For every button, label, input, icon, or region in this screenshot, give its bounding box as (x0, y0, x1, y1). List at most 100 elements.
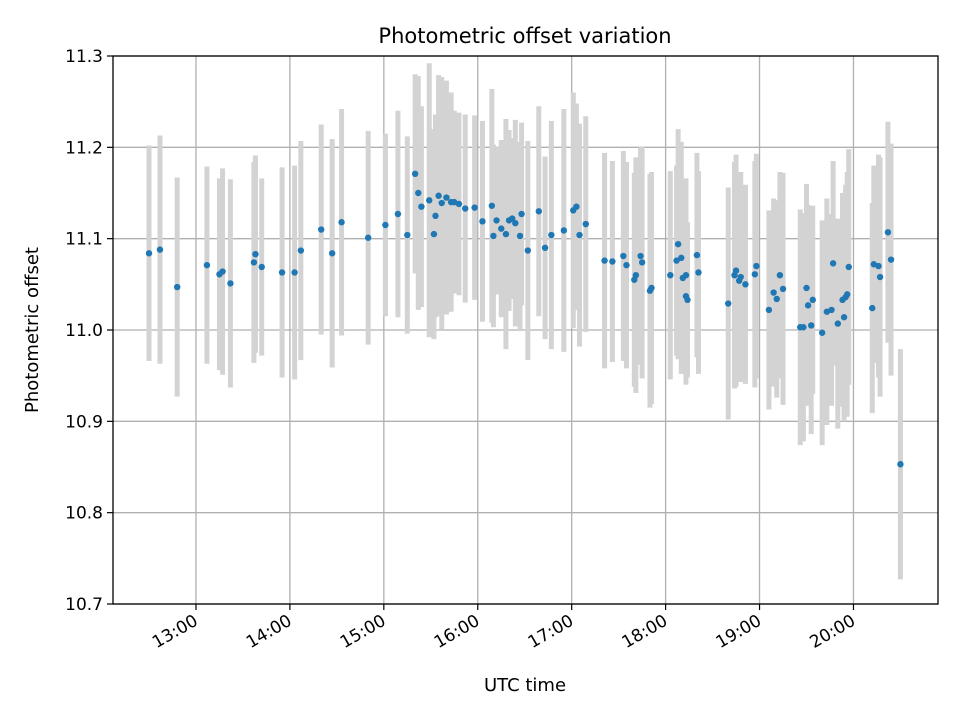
data-point (573, 203, 580, 210)
data-point (443, 194, 450, 201)
data-point (430, 230, 438, 238)
data-point (455, 200, 463, 208)
y-tick-label: 11.0 (65, 321, 103, 341)
data-point (297, 247, 305, 254)
data-point (809, 296, 816, 304)
data-point (404, 231, 411, 239)
y-tick-label: 11.3 (65, 47, 103, 67)
data-point (173, 283, 181, 291)
data-point (818, 329, 826, 336)
data-point (203, 261, 211, 269)
data-point (887, 256, 895, 263)
data-point (869, 304, 876, 312)
data-point (682, 272, 690, 279)
data-point (382, 221, 389, 229)
data-point (695, 269, 702, 276)
data-point (291, 269, 298, 276)
data-point (737, 273, 744, 281)
data-point (258, 263, 265, 271)
data-point (364, 234, 372, 241)
data-point (674, 240, 682, 248)
data-point (632, 272, 640, 279)
data-point (609, 258, 616, 265)
data-point (875, 262, 882, 270)
data-point (488, 202, 496, 209)
data-point (508, 215, 516, 222)
data-point (535, 208, 543, 215)
data-point (582, 220, 589, 228)
data-point (834, 320, 842, 327)
data-point (765, 306, 773, 314)
data-point (278, 269, 286, 276)
data-point (418, 203, 425, 210)
data-point (684, 296, 691, 304)
data-point (800, 324, 807, 331)
data-point (648, 284, 655, 292)
data-point (516, 232, 524, 240)
data-point (462, 205, 469, 212)
chart-title: Photometric offset variation (378, 24, 671, 48)
data-point (471, 204, 478, 211)
data-point (725, 300, 732, 307)
data-point (502, 230, 510, 238)
data-point (844, 291, 851, 298)
data-point (840, 314, 848, 321)
data-point (773, 295, 780, 303)
data-point (479, 218, 486, 225)
data-point (620, 252, 627, 260)
data-point (498, 225, 505, 232)
data-point (518, 210, 525, 218)
y-axis: 10.7 10.8 10.9 11.0 11.1 11.2 11.3 (65, 47, 113, 615)
y-tick-label: 10.9 (65, 412, 103, 432)
data-point (145, 250, 153, 257)
data-point (845, 263, 852, 271)
data-point (638, 259, 646, 266)
data-point (490, 232, 497, 240)
data-point (693, 251, 701, 259)
data-point (394, 210, 402, 218)
data-point (803, 284, 810, 292)
data-point (897, 461, 904, 468)
data-point (541, 244, 549, 251)
y-tick-label: 10.7 (65, 595, 103, 615)
data-point (156, 246, 164, 253)
data-point (252, 250, 259, 258)
y-tick-label: 11.1 (65, 230, 103, 250)
x-axis-title: UTC time (484, 675, 566, 696)
data-point (678, 254, 685, 262)
data-point (415, 189, 422, 197)
data-point (328, 250, 336, 257)
data-point (751, 271, 759, 278)
data-point (432, 212, 439, 220)
data-point (637, 252, 644, 260)
data-point (227, 280, 234, 287)
data-point (601, 257, 608, 264)
data-point (732, 267, 740, 274)
data-point (770, 289, 777, 296)
data-point (411, 170, 419, 178)
data-point (576, 231, 583, 239)
y-tick-label: 10.8 (65, 504, 103, 524)
data-point (435, 192, 442, 199)
data-point (667, 272, 674, 279)
data-point (438, 199, 445, 207)
data-point (828, 306, 835, 314)
data-point (548, 231, 555, 239)
data-point (219, 268, 226, 275)
y-tick-label: 11.2 (65, 138, 103, 158)
data-point (524, 247, 532, 254)
data-point (338, 219, 345, 226)
data-point (560, 227, 568, 234)
data-point (493, 217, 500, 224)
data-point (876, 273, 884, 281)
data-point (426, 197, 433, 204)
data-point (804, 302, 812, 309)
data-point (829, 260, 837, 267)
data-point (673, 257, 680, 264)
data-point (512, 219, 519, 227)
data-point (807, 322, 815, 329)
data-point (318, 226, 325, 233)
data-point (742, 281, 749, 288)
